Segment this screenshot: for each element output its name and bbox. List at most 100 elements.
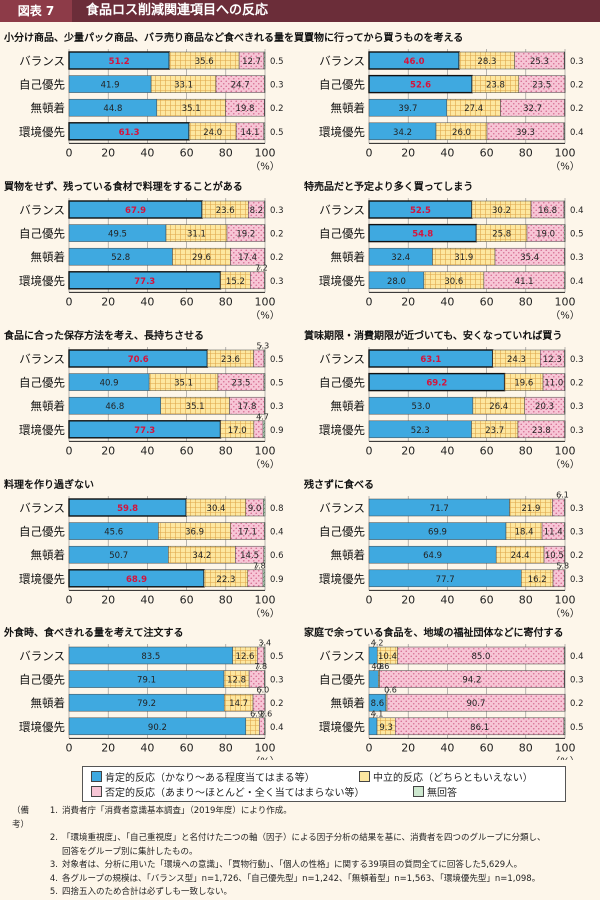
no-answer-label: 0.5 bbox=[270, 57, 284, 67]
tick-label: 40 bbox=[440, 146, 454, 159]
value-label: 8.2 bbox=[250, 206, 264, 216]
chart-title: 買物に行ってから買うものを考える bbox=[304, 31, 463, 44]
value-label: 12.7 bbox=[242, 57, 261, 67]
value-label: 23.5 bbox=[532, 81, 551, 91]
tick-label: 0 bbox=[366, 444, 373, 457]
category-label: バランス bbox=[319, 203, 365, 217]
value-label: 30.2 bbox=[492, 206, 511, 216]
value-label: 35.1 bbox=[174, 379, 193, 389]
unit-label: （%） bbox=[250, 607, 280, 619]
legend: 肯定的反応（かなり～ある程度当てはまる等） 中立的反応（どちらともいえない） 否… bbox=[82, 766, 566, 802]
no-answer-label: 0.9 bbox=[270, 575, 284, 585]
value-label: 30.6 bbox=[444, 277, 463, 287]
bar-segment bbox=[564, 272, 565, 289]
no-answer-label: 0.3 bbox=[570, 402, 584, 412]
no-answer-label: 0.4 bbox=[570, 206, 584, 216]
tick-label: 80 bbox=[219, 295, 233, 308]
no-answer-label: 0.3 bbox=[570, 504, 584, 514]
bar-segment bbox=[564, 499, 565, 516]
tick-label: 80 bbox=[519, 444, 533, 457]
value-label: 10.4 bbox=[378, 652, 397, 662]
legend-no-answer: 無回答 bbox=[413, 786, 457, 800]
no-answer-label: 0.4 bbox=[570, 128, 584, 138]
value-label: 39.3 bbox=[516, 128, 535, 138]
no-answer-label: 0.2 bbox=[270, 104, 284, 114]
value-label: 4.2 bbox=[371, 639, 384, 648]
tick-label: 40 bbox=[440, 593, 454, 606]
category-label: 自己優先 bbox=[19, 227, 65, 241]
value-label: 12.6 bbox=[236, 652, 255, 662]
value-label: 51.2 bbox=[109, 57, 130, 67]
category-label: 環境優先 bbox=[319, 423, 365, 437]
value-label: 2.6 bbox=[259, 709, 272, 718]
category-label: 自己優先 bbox=[19, 376, 65, 390]
value-label: 24.3 bbox=[507, 355, 526, 365]
value-label: 19.2 bbox=[236, 230, 255, 240]
tick-label: 40 bbox=[140, 146, 154, 159]
no-answer-label: 0.2 bbox=[570, 699, 584, 709]
tick-label: 100 bbox=[555, 741, 576, 754]
legend-neutral: 中立的反応（どちらともいえない） bbox=[359, 771, 533, 785]
tick-label: 40 bbox=[440, 295, 454, 308]
value-label: 46.8 bbox=[105, 402, 124, 412]
chart-title: 特売品だと予定より多く買ってしまう bbox=[304, 180, 473, 193]
category-label: 無頓着 bbox=[331, 399, 366, 413]
no-answer-label: 0.4 bbox=[270, 528, 284, 538]
value-label: 12.8 bbox=[227, 676, 246, 686]
bar-segment bbox=[264, 123, 265, 140]
value-label: 52.6 bbox=[410, 81, 431, 91]
bar-segment bbox=[264, 52, 265, 69]
note-number: 4. bbox=[40, 873, 62, 887]
tick-label: 60 bbox=[480, 593, 494, 606]
no-answer-label: 0.2 bbox=[570, 81, 584, 91]
no-answer-label: 0.3 bbox=[270, 402, 284, 412]
value-label: 7.8 bbox=[254, 662, 267, 671]
value-label: 52.3 bbox=[411, 426, 430, 436]
no-answer-label: 0.2 bbox=[270, 253, 284, 263]
unit-label: （%） bbox=[550, 458, 580, 470]
bar-segment bbox=[264, 523, 265, 540]
bar-segment bbox=[264, 718, 265, 735]
value-label: 24.7 bbox=[231, 81, 250, 91]
note-number: 5. bbox=[40, 886, 62, 900]
value-label: 17.1 bbox=[238, 528, 257, 538]
unit-label: （%） bbox=[250, 160, 280, 172]
value-label: 83.5 bbox=[141, 652, 160, 662]
value-label: 19.6 bbox=[514, 379, 533, 389]
unit-label: （%） bbox=[550, 309, 580, 321]
bar-segment bbox=[564, 647, 565, 664]
tick-label: 60 bbox=[480, 146, 494, 159]
value-label: 90.2 bbox=[148, 723, 167, 733]
value-label: 32.4 bbox=[391, 253, 410, 263]
legend-positive-swatch bbox=[91, 771, 102, 782]
value-label: 31.1 bbox=[187, 230, 206, 240]
bar-segment bbox=[263, 570, 265, 587]
tick-label: 40 bbox=[440, 444, 454, 457]
tick-label: 100 bbox=[255, 593, 276, 606]
note-number bbox=[40, 846, 62, 860]
bar-segment bbox=[264, 350, 265, 367]
no-answer-label: 0.5 bbox=[270, 379, 284, 389]
value-label: 45.6 bbox=[104, 528, 123, 538]
bar-segment bbox=[564, 123, 565, 140]
note-row: 回答をグループ別に集計したもの。 bbox=[12, 846, 592, 860]
chart-title: 食品に合った保存方法を考え、長持ちさせる bbox=[3, 329, 204, 342]
bar-segment bbox=[564, 201, 565, 218]
chart-panel: 家庭で余っている食品を、地域の福祉団体などに寄付する020406080100（%… bbox=[304, 626, 584, 760]
value-label: 23.6 bbox=[221, 355, 240, 365]
no-answer-label: 0.3 bbox=[570, 575, 584, 585]
tick-label: 40 bbox=[140, 444, 154, 457]
tick-label: 0 bbox=[366, 593, 373, 606]
tick-label: 0 bbox=[366, 295, 373, 308]
chart-title: 家庭で余っている食品を、地域の福祉団体などに寄付する bbox=[304, 626, 564, 639]
value-label: 4.7 bbox=[256, 412, 269, 421]
category-label: 自己優先 bbox=[19, 78, 65, 92]
tick-label: 40 bbox=[140, 741, 154, 754]
bar-segment bbox=[264, 374, 265, 391]
value-label: 49.5 bbox=[108, 230, 127, 240]
value-label: 30.4 bbox=[207, 504, 226, 514]
bar-segment bbox=[564, 523, 565, 540]
bar-segment bbox=[254, 350, 264, 367]
tick-label: 80 bbox=[219, 146, 233, 159]
